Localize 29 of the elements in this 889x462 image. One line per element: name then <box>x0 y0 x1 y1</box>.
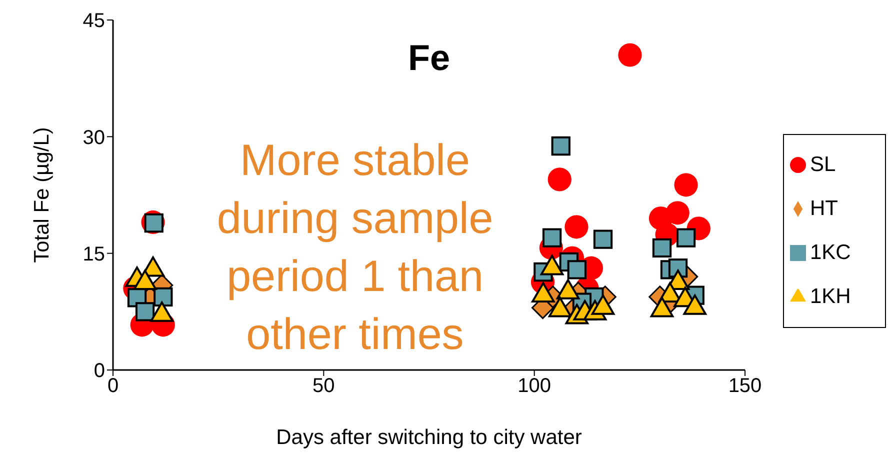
legend-label: 1KC <box>810 241 851 264</box>
point <box>567 260 586 280</box>
legend-label: 1KH <box>810 285 851 308</box>
point <box>551 136 570 156</box>
point <box>593 230 613 249</box>
point <box>542 228 562 248</box>
legend-label: HT <box>810 197 838 220</box>
point <box>652 238 672 258</box>
point <box>676 228 696 248</box>
y-tick-label: 15 <box>82 243 105 266</box>
x-tick-label: 150 <box>728 375 762 398</box>
point <box>135 302 155 322</box>
y-tick-label: 0 <box>94 360 105 382</box>
point <box>674 173 698 197</box>
point <box>548 168 572 192</box>
x-tick-label: 100 <box>518 375 552 398</box>
point <box>154 287 173 306</box>
point <box>618 43 642 67</box>
text: Fe <box>408 37 450 78</box>
x-axis-title: Days after switching to city water <box>276 426 582 449</box>
annotation: More stable during sample period 1 than other times <box>216 136 494 359</box>
y-axis-title: Total Fe (µg/L) <box>30 127 54 263</box>
x-tick-label: 50 <box>312 375 335 398</box>
x-tick-label: 0 <box>107 375 119 398</box>
point <box>564 215 588 239</box>
legend-label: SL <box>810 153 836 176</box>
point <box>666 201 690 225</box>
y-tick-label: 30 <box>82 126 105 149</box>
y-tick-label: 45 <box>82 10 105 32</box>
